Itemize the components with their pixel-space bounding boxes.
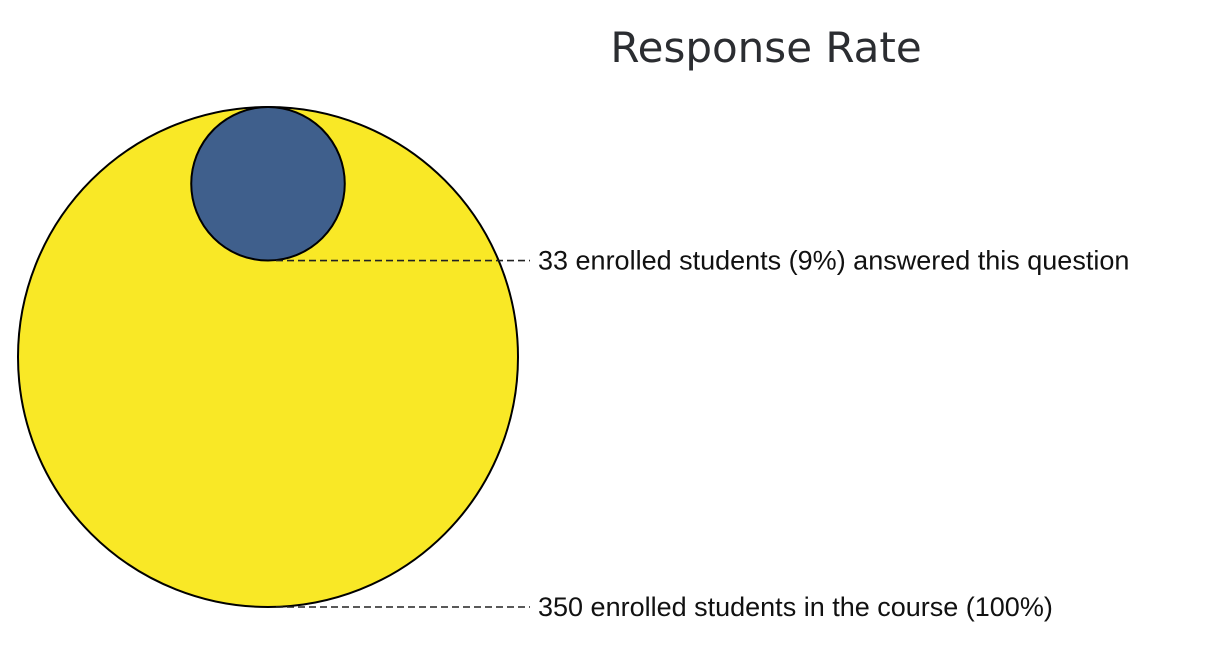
respondents-circle [190, 106, 346, 262]
chart-title: Response Rate [610, 23, 921, 72]
total-students-label: 350 enrolled students in the course (100… [538, 592, 1053, 622]
respondents-label: 33 enrolled students (9%) answered this … [538, 246, 1129, 276]
